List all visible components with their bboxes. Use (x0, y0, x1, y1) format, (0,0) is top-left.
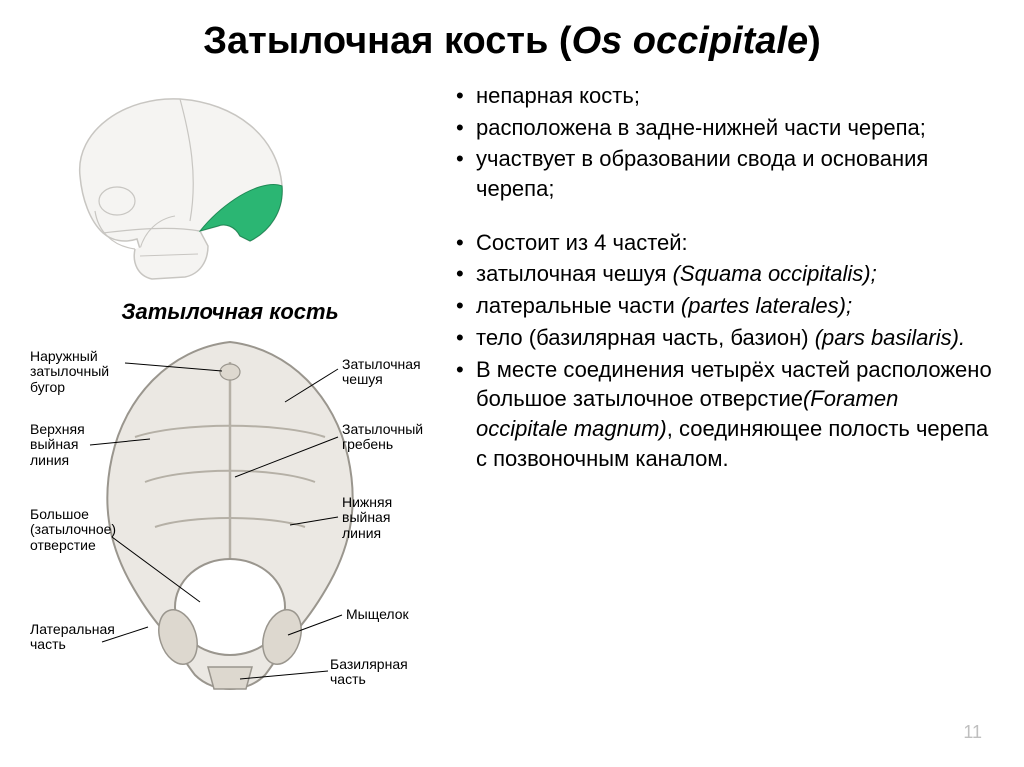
occipital-diagram-title: Затылочная кость (30, 299, 430, 325)
label-crest: Затылочныйгребень (342, 422, 430, 453)
label-basilar: Базилярнаячасть (330, 657, 420, 688)
label-squama: Затылочнаячешуя (342, 357, 430, 388)
spacer (450, 206, 994, 228)
bullet-item: Состоит из 4 частей: (450, 228, 994, 258)
title-ru: Затылочная кость (203, 20, 548, 62)
left-column: Затылочная кость (30, 81, 430, 717)
page-title: Затылочная кость (Os occipitale) (30, 20, 994, 63)
bullet-item: В месте соединения четырёх частей распол… (450, 355, 994, 474)
bullet-list-2: Состоит из 4 частей: затылочная чешуя (S… (450, 228, 994, 474)
label-protuberance: Наружный затылочныйбугор (30, 349, 130, 395)
skull-lateral-svg (40, 81, 300, 291)
bullet-item: тело (базилярная часть, базион) (pars ba… (450, 323, 994, 353)
bullet-item: расположена в задне-нижней части черепа; (450, 113, 994, 143)
content: Затылочная кость (30, 81, 994, 717)
bullet-item: затылочная чешуя (Squama occipitalis); (450, 259, 994, 289)
skull-lateral-figure (40, 81, 300, 291)
label-inf-nuchal: Нижняявыйнаялиния (342, 495, 412, 541)
label-sup-nuchal: Верхняявыйнаялиния (30, 422, 100, 468)
bullet-item: участвует в образовании свода и основани… (450, 144, 994, 203)
occipital-diagram: Наружный затылочныйбугор Верхняявыйнаяли… (30, 327, 430, 717)
bullet-list: непарная кость; расположена в задне-нижн… (450, 81, 994, 204)
slide: Затылочная кость (Os occipitale) (0, 0, 1024, 767)
label-foramen: Большое(затылочное)отверстие (30, 507, 118, 553)
title-latin: Os occipitale (572, 20, 809, 62)
label-lateral-part: Латеральнаячасть (30, 622, 120, 653)
right-column: непарная кость; расположена в задне-нижн… (440, 81, 994, 717)
bullet-item: непарная кость; (450, 81, 994, 111)
label-condyle: Мыщелок (346, 607, 426, 622)
page-number: 11 (963, 722, 982, 743)
bullet-item: латеральные части (partes laterales); (450, 291, 994, 321)
